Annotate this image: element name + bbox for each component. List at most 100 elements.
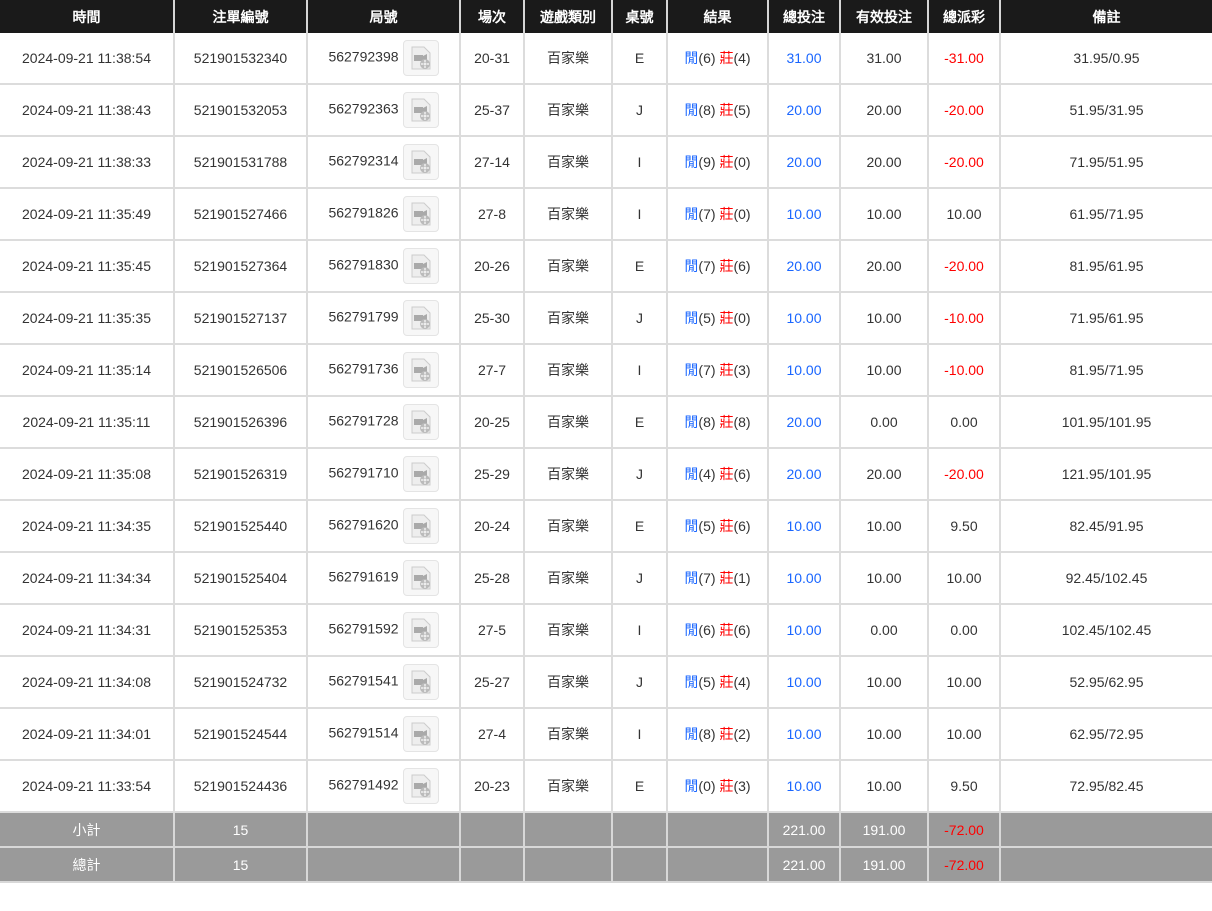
- time-cell: 2024-09-21 11:35:45: [0, 239, 175, 293]
- video-replay-icon[interactable]: [402, 508, 439, 544]
- player-score: (5): [698, 674, 716, 690]
- round-id: 562791830: [328, 256, 399, 273]
- video-replay-icon[interactable]: [402, 300, 439, 336]
- player-label: 閒: [684, 102, 699, 118]
- column-header-total-bet: 總投注: [767, 0, 841, 33]
- table-row: 2024-09-21 11:34:35 521901525440 562791620…: [0, 499, 1212, 553]
- order-id-cell: 521901531788: [173, 135, 308, 189]
- player-label: 閒: [684, 362, 699, 378]
- order-id-cell: 521901527466: [173, 187, 308, 241]
- round-id-cell: 562791736: [306, 343, 461, 397]
- empty-cell: [611, 846, 668, 883]
- total-bet-cell: 20.00: [767, 239, 841, 293]
- video-replay-icon[interactable]: [402, 716, 439, 752]
- banker-label: 莊: [719, 206, 734, 222]
- shoe-cell: 27-4: [459, 707, 525, 761]
- round-id-cell: 562791492: [306, 759, 461, 813]
- result-cell: 閒(9) 莊(0): [666, 135, 769, 189]
- round-id: 562792398: [328, 48, 399, 65]
- column-header-valid-bet: 有效投注: [839, 0, 929, 33]
- round-id: 562791799: [328, 308, 399, 325]
- order-id-cell: 521901526396: [173, 395, 308, 449]
- round-id: 562791619: [328, 568, 399, 585]
- summary-count: 15: [173, 811, 308, 848]
- payout-cell: 0.00: [927, 395, 1001, 449]
- video-replay-icon[interactable]: [402, 456, 439, 492]
- valid-bet-cell: 10.00: [839, 655, 929, 709]
- player-score: (9): [698, 154, 716, 170]
- game-type-cell: 百家樂: [523, 83, 613, 137]
- banker-score: (6): [733, 258, 751, 274]
- player-label: 閒: [684, 518, 699, 534]
- table-row: 2024-09-21 11:38:54 521901532340 562792398…: [0, 33, 1212, 85]
- column-header-result: 結果: [666, 0, 769, 33]
- order-id-cell: 521901525353: [173, 603, 308, 657]
- video-replay-icon[interactable]: [402, 560, 439, 596]
- video-replay-icon[interactable]: [402, 144, 439, 180]
- valid-bet-cell: 20.00: [839, 447, 929, 501]
- column-header-order-id: 注單編號: [173, 0, 308, 33]
- time-cell: 2024-09-21 11:34:34: [0, 551, 175, 605]
- video-replay-icon[interactable]: [402, 664, 439, 700]
- time-cell: 2024-09-21 11:34:01: [0, 707, 175, 761]
- payout-cell: 9.50: [927, 499, 1001, 553]
- player-score: (7): [698, 362, 716, 378]
- table-header: 時間 注單編號 局號 場次 遊戲類別 桌號 結果 總投注 有效投注 總派彩 備註: [0, 0, 1212, 33]
- game-type-cell: 百家樂: [523, 239, 613, 293]
- video-replay-icon[interactable]: [402, 404, 439, 440]
- total-bet-cell: 20.00: [767, 83, 841, 137]
- video-replay-icon[interactable]: [402, 612, 439, 648]
- grand-total-row: 總計 15 221.00 191.00 -72.00: [0, 846, 1212, 883]
- note-cell: 62.95/72.95: [999, 707, 1212, 761]
- shoe-cell: 20-31: [459, 33, 525, 85]
- video-replay-icon[interactable]: [402, 40, 439, 76]
- order-id-cell: 521901525440: [173, 499, 308, 553]
- summary-payout: -72.00: [927, 811, 1001, 848]
- shoe-cell: 25-37: [459, 83, 525, 137]
- valid-bet-cell: 0.00: [839, 603, 929, 657]
- empty-cell: [523, 811, 613, 848]
- valid-bet-cell: 10.00: [839, 707, 929, 761]
- video-replay-icon[interactable]: [402, 248, 439, 284]
- note-cell: 102.45/102.45: [999, 603, 1212, 657]
- summary-label: 總計: [0, 846, 175, 883]
- note-cell: 61.95/71.95: [999, 187, 1212, 241]
- order-id-cell: 521901526319: [173, 447, 308, 501]
- banker-label: 莊: [719, 50, 734, 66]
- table-no-cell: E: [611, 239, 668, 293]
- banker-score: (4): [733, 674, 751, 690]
- shoe-cell: 25-27: [459, 655, 525, 709]
- table-no-cell: I: [611, 707, 668, 761]
- time-cell: 2024-09-21 11:38:54: [0, 33, 175, 85]
- table-row: 2024-09-21 11:34:08 521901524732 562791541…: [0, 655, 1212, 709]
- game-type-cell: 百家樂: [523, 499, 613, 553]
- table-no-cell: E: [611, 33, 668, 85]
- banker-label: 莊: [719, 726, 734, 742]
- round-id: 562791620: [328, 516, 399, 533]
- video-replay-icon[interactable]: [402, 352, 439, 388]
- round-id: 562791826: [328, 204, 399, 221]
- game-type-cell: 百家樂: [523, 551, 613, 605]
- video-replay-icon[interactable]: [402, 92, 439, 128]
- note-cell: 72.95/82.45: [999, 759, 1212, 813]
- table-no-cell: J: [611, 551, 668, 605]
- time-cell: 2024-09-21 11:35:14: [0, 343, 175, 397]
- banker-score: (6): [733, 518, 751, 534]
- video-replay-icon[interactable]: [402, 196, 439, 232]
- shoe-cell: 20-23: [459, 759, 525, 813]
- round-id: 562791492: [328, 776, 399, 793]
- round-id: 562792363: [328, 100, 399, 117]
- empty-cell: [666, 811, 769, 848]
- payout-cell: -20.00: [927, 83, 1001, 137]
- banker-label: 莊: [719, 466, 734, 482]
- video-replay-icon[interactable]: [402, 768, 439, 804]
- round-id-cell: 562791592: [306, 603, 461, 657]
- round-id-cell: 562791619: [306, 551, 461, 605]
- table-no-cell: I: [611, 187, 668, 241]
- game-type-cell: 百家樂: [523, 759, 613, 813]
- note-cell: 121.95/101.95: [999, 447, 1212, 501]
- result-cell: 閒(8) 莊(8): [666, 395, 769, 449]
- payout-cell: -10.00: [927, 291, 1001, 345]
- table-no-cell: I: [611, 135, 668, 189]
- payout-cell: 10.00: [927, 187, 1001, 241]
